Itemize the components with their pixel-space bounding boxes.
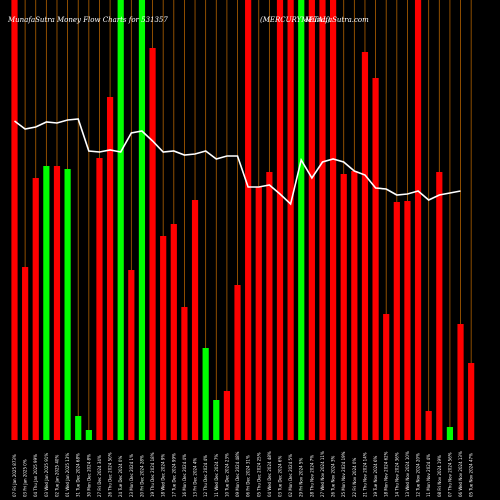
volume-bar	[404, 201, 411, 440]
x-tick-label: 27 Wed Nov 2024 11%	[320, 451, 325, 497]
x-tick-label: 24 Tue Dec 2024 0%	[118, 456, 123, 497]
x-tick-label: 11 Wed Dec 2024 7%	[214, 454, 219, 497]
x-tick-label: 21 Thu Nov 2024 14%	[362, 452, 367, 497]
x-tick-label: 05 Thu Dec 2024 25%	[256, 452, 261, 497]
x-tick-label: 01 Wed Jan 2025 13%	[65, 453, 70, 497]
x-tick-label: 06 Fri Dec 2024 31%	[246, 455, 251, 497]
x-tick-label: 11 Mon Nov 2024 4%	[426, 454, 431, 497]
x-tick-label: 18 Mon Nov 2024 62%	[384, 451, 389, 497]
volume-bar	[106, 97, 114, 440]
volume-bar	[234, 285, 241, 440]
x-tick-label: 18 Wed Dec 2024 9%	[161, 454, 166, 497]
x-tick-label: 03 Fri Jan 2025 0%	[23, 459, 28, 497]
x-tick-label: 25 Mon Nov 2024 19%	[341, 451, 346, 497]
volume-bar	[43, 166, 50, 440]
volume-bar	[75, 416, 82, 440]
volume-bar	[340, 174, 347, 440]
x-tick-label: 02 Tue Jan 2025 40%	[54, 455, 59, 497]
volume-bar	[446, 427, 454, 440]
volume-bar	[223, 391, 230, 440]
volume-bar	[457, 324, 464, 440]
x-tick-label: 22 Fri Nov 2024 0%	[352, 458, 357, 497]
volume-bar	[138, 0, 146, 440]
x-tick-label: 14 Thu Nov 2024 36%	[394, 452, 399, 497]
volume-bar	[213, 400, 220, 440]
x-tick-label: 29 Fri Nov 2024 5%	[299, 458, 304, 497]
x-tick-label: 04 Wed Dec 2024 48%	[267, 451, 272, 497]
x-tick-label: 03 Tue Dec 2024 6%	[278, 456, 283, 497]
x-tick-label: 02 Mon Dec 2024 5%	[288, 454, 293, 497]
volume-bar	[436, 172, 443, 440]
volume-bar	[117, 0, 124, 440]
chart-header-site: MunafaSutra.com	[304, 16, 369, 24]
x-tick-label: 16 Mon Dec 2024 4%	[182, 454, 187, 497]
volume-bar	[372, 78, 379, 440]
x-tick-label: 07 Thu Nov 2024 56%	[447, 452, 452, 497]
volume-bar	[308, 0, 315, 440]
x-tick-label: 12 Tue Nov 2024 20%	[416, 453, 421, 497]
volume-bar	[414, 0, 422, 440]
volume-bar	[181, 307, 188, 440]
volume-bar	[11, 0, 18, 440]
x-tick-label: 13 Fri Dec 2024 4%	[193, 458, 198, 497]
volume-bars	[11, 0, 475, 440]
x-tick-label: 04 Thu Jan 2025 99%	[33, 454, 38, 497]
volume-bar	[85, 430, 92, 440]
x-tick-label: 12 Thu Dec 2024 4%	[203, 455, 208, 497]
x-tick-label: 30 Mon Dec 2024 8%	[86, 454, 91, 497]
volume-bar	[53, 166, 61, 440]
x-tick-label: 19 Thu Dec 2024 18%	[150, 452, 155, 497]
volume-bar	[255, 187, 262, 440]
x-tick-label: 13 Wed Nov 2024 10%	[405, 451, 410, 497]
x-tick-label: 27 Fri Dec 2024 34%	[97, 455, 102, 497]
x-tick-label: 28 Thu Nov 2024 7%	[309, 455, 314, 497]
volume-bar	[22, 267, 29, 440]
volume-bar	[191, 200, 199, 440]
volume-bar	[383, 314, 390, 440]
volume-bar	[202, 348, 209, 440]
x-tick-label: 05 Tue Nov 2024 47%	[469, 453, 474, 497]
volume-bar	[298, 0, 305, 440]
x-tick-label: 26 Tue Nov 2024 3%	[331, 455, 336, 497]
x-tick-label: 03 Wed Jan 2025 91%	[44, 453, 49, 497]
x-tick-label: 23 Mon Dec 2024 1%	[129, 454, 134, 497]
x-tick-label: 10 Tue Dec 2024 23%	[224, 453, 229, 497]
x-tick-label: 19 Tue Nov 2024 6%	[373, 455, 378, 497]
volume-bar	[287, 0, 294, 440]
volume-bar	[128, 270, 135, 440]
volume-bar	[276, 0, 284, 440]
volume-bar	[393, 202, 400, 440]
volume-bar	[319, 0, 326, 440]
x-tick-label: 08 Fri Nov 2024 19%	[437, 455, 442, 497]
x-tick-label: 26 Thu Dec 2024 50%	[108, 452, 113, 497]
volume-bar	[425, 411, 432, 440]
x-tick-label: 31 Tue Dec 2024 68%	[76, 453, 81, 497]
volume-bar	[468, 363, 475, 440]
volume-bar	[96, 158, 103, 440]
volume-bar	[245, 0, 252, 440]
volume-bar	[170, 224, 177, 440]
x-tick-label: 07 Fri Jan 2025 873%	[12, 454, 17, 497]
volume-bar	[32, 178, 39, 440]
volume-bar	[266, 172, 273, 440]
x-tick-label: 09 Mon Dec 2024 48%	[235, 451, 240, 497]
volume-bar	[351, 171, 358, 440]
volume-bar	[149, 48, 156, 440]
x-tick-label: 20 Fri Dec 2024 28%	[139, 455, 144, 497]
money-flow-line	[14, 118, 461, 206]
chart-header-symbol: (MERCURYMETAL)	[260, 16, 330, 24]
volume-bar	[160, 236, 167, 440]
volume-bar	[361, 52, 369, 440]
x-axis-labels: 07 Fri Jan 2025 873% 03 Fri Jan 2025 0% 04…	[12, 451, 474, 497]
x-tick-label: 06 Wed Nov 2024 13%	[458, 451, 463, 497]
chart-header-left: MunafaSutra Money Flow Charts for 531357	[7, 16, 168, 24]
volume-bar	[330, 0, 337, 440]
x-tick-label: 17 Tue Dec 2024 99%	[171, 453, 176, 497]
volume-bar	[64, 169, 71, 440]
